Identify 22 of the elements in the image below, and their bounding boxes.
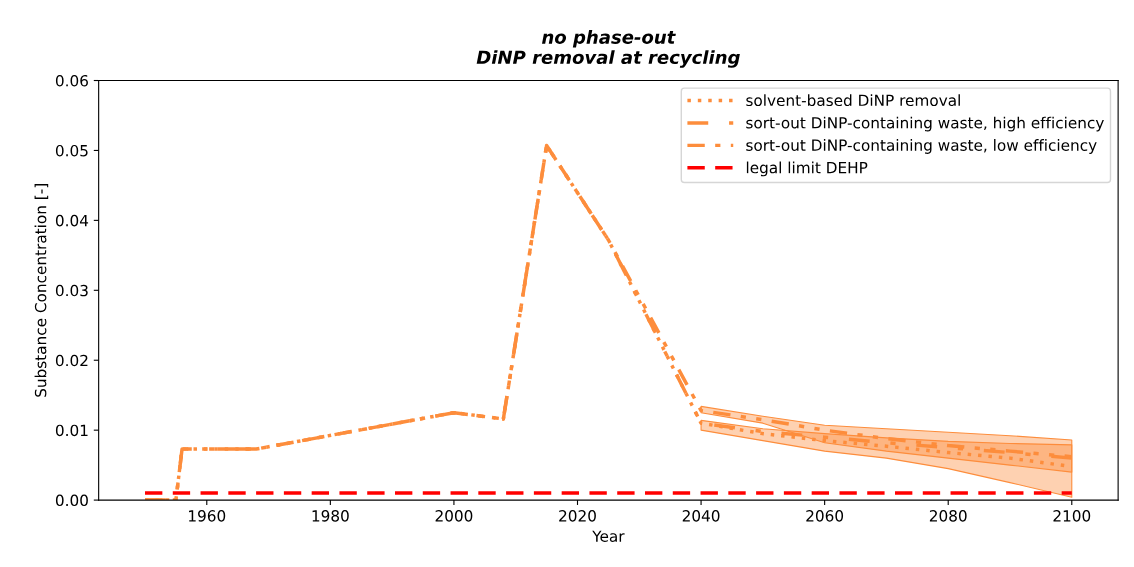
x-tick-label: 1960 [189,510,226,522]
y-tick-label: 0.03 [55,284,88,297]
x-axis-title: Year [592,530,625,542]
y-axis-title: Substance Concentration [-] [34,184,49,397]
x-tick-label: 2060 [806,510,844,522]
y-tick-label: 0.06 [55,74,88,87]
legend-label: solvent-based DiNP removal [746,94,960,107]
legend-label: legal limit DEHP [746,161,868,177]
y-tick-label: 0.05 [55,144,88,157]
x-tick-label: 2080 [929,510,967,522]
x-tick-label: 2040 [682,510,720,522]
legend-label: sort-out DiNP-containing waste, high efficiency [746,116,1104,132]
x-tick-label: 1980 [312,510,349,522]
y-tick-label: 0.01 [55,424,88,437]
x-tick-label: 2000 [435,510,473,522]
x-tick-label: 2100 [1053,510,1091,522]
legend-label: sort-out DiNP-containing waste, low efficiency [746,139,1097,154]
y-tick-label: 0.02 [55,354,88,367]
y-tick-label: 0.00 [55,494,88,507]
x-tick-label: 2020 [559,510,596,522]
y-tick-label: 0.04 [55,214,89,227]
chart-title: no phase-out DiNP removal at recycling [476,29,740,68]
